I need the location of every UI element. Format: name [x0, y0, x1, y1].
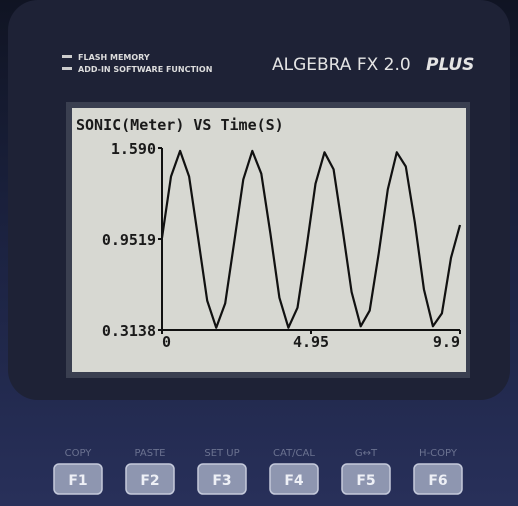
x-tick-label: 4.95: [293, 333, 329, 351]
key-label: COPY: [65, 448, 93, 459]
y-tick-label: 0.3138: [102, 322, 156, 340]
feature: ADD-IN SOFTWARE FUNCTION: [78, 65, 212, 74]
key-text: F3: [212, 473, 231, 489]
bullet: [62, 67, 72, 70]
key-label: SET UP: [204, 448, 239, 459]
key-label: G↔T: [355, 448, 378, 459]
key-label: PASTE: [134, 448, 165, 459]
bullet: [62, 55, 72, 58]
key-label: CAT/CAL: [273, 448, 315, 459]
y-tick-label: 1.590: [111, 140, 156, 158]
chart-title: SONIC(Meter) VS Time(S): [76, 116, 284, 134]
key-label: H-COPY: [419, 448, 458, 459]
calculator: FLASH MEMORY ADD-IN SOFTWARE FUNCTION AL…: [0, 0, 518, 506]
key-text: F5: [356, 473, 375, 489]
key-text: F4: [284, 473, 304, 489]
page: FLASH MEMORY ADD-IN SOFTWARE FUNCTION AL…: [0, 0, 518, 506]
key-text: F1: [68, 473, 87, 489]
model: ALGEBRA FX 2.0: [272, 55, 411, 75]
key-text: F6: [428, 473, 447, 489]
model-suffix: PLUS: [426, 55, 474, 75]
y-tick-label: 0.9519: [102, 231, 156, 249]
x-tick-label: 9.9: [433, 333, 460, 351]
x-tick-label: 0: [162, 333, 171, 351]
key-text: F2: [140, 473, 159, 489]
feature: FLASH MEMORY: [78, 53, 150, 62]
